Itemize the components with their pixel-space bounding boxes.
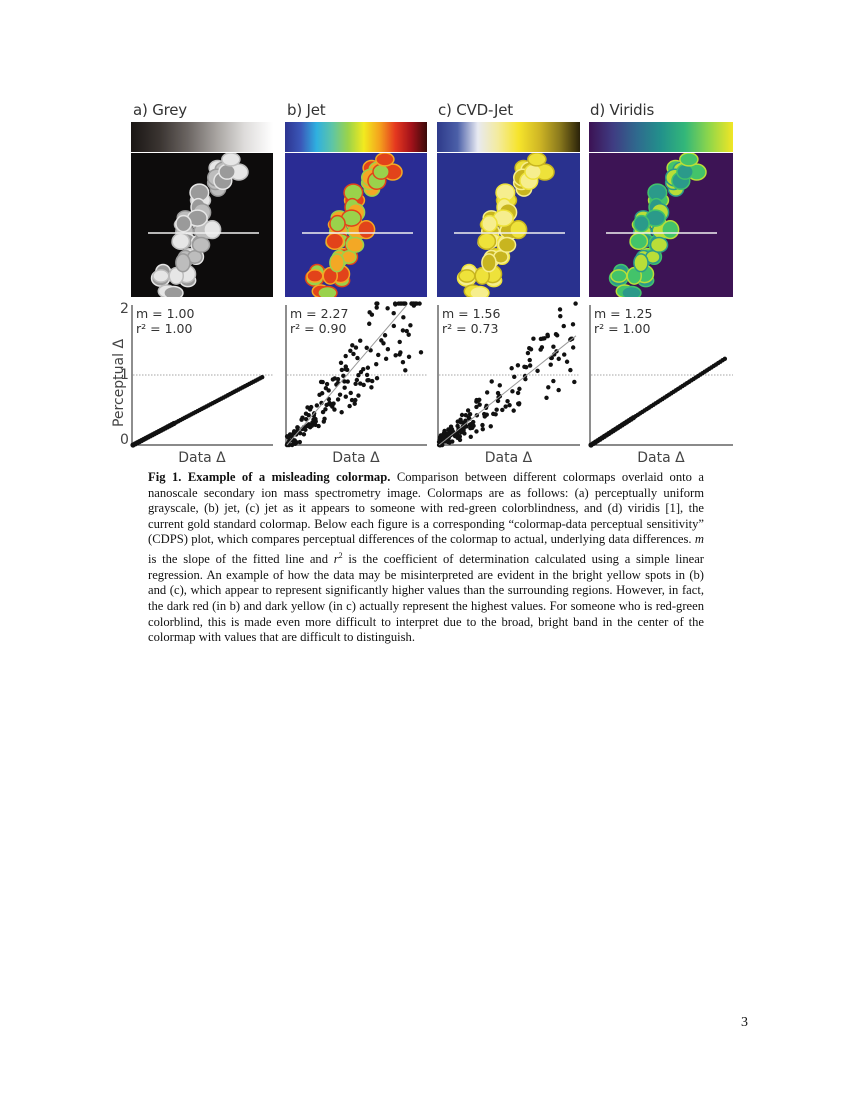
x-axis-label-cvd-jet: Data Δ — [484, 450, 533, 466]
cdps-plot-viridis: m = 1.25 r² = 1.00 — [588, 305, 733, 448]
r-superscript: 2 — [338, 550, 343, 560]
slope-symbol: m — [694, 532, 704, 547]
caption-text: is the coefficient of determination calc… — [148, 552, 705, 645]
cdps-plot-jet: m = 2.27 r² = 0.90 — [284, 301, 427, 448]
y-tick-0: 0 — [120, 432, 129, 448]
y-tick-2: 2 — [120, 301, 129, 317]
y-axis-label: Perceptual Δ — [111, 338, 127, 428]
slope-label: m = 1.00 — [136, 306, 195, 321]
slope-label: m = 2.27 — [290, 306, 349, 321]
r2-label: r² = 1.00 — [594, 321, 651, 336]
cdps-plot-cvd-jet: m = 1.56 r² = 0.73 — [436, 301, 580, 448]
sims-image-grey — [131, 153, 273, 297]
r2-label: r² = 0.73 — [442, 321, 499, 336]
r-symbol: r — [333, 552, 339, 567]
figure-1: a) Grey b) Jet c) CVD-Jet d) Viridis Per… — [100, 95, 752, 467]
panel-title-cvd-jet: c) CVD-Jet — [438, 101, 513, 119]
colorbar-jet — [285, 122, 427, 152]
colorbar-viridis — [589, 122, 733, 152]
panel-title-jet: b) Jet — [287, 101, 326, 119]
x-axis-label-viridis: Data Δ — [637, 450, 685, 466]
page-number: 3 — [741, 1015, 748, 1030]
slope-label: m = 1.25 — [594, 306, 653, 321]
sims-image-viridis — [589, 153, 733, 297]
sims-image-cvd-jet — [437, 153, 580, 297]
caption-text: Comparison between different colormaps o… — [148, 470, 704, 547]
caption-text: is the slope of the fitted line and — [148, 552, 334, 567]
x-axis-label-grey: Data Δ — [178, 450, 226, 466]
cdps-plot-grey: m = 1.00 r² = 1.00 — [130, 305, 273, 448]
colorbar-cvd-jet — [437, 122, 580, 152]
slope-label: m = 1.56 — [442, 306, 501, 321]
colorbar-grey — [131, 122, 273, 152]
r2-label: r² = 1.00 — [136, 321, 193, 336]
r2-label: r² = 0.90 — [290, 321, 347, 336]
sims-image-jet — [285, 153, 427, 297]
caption-label: Fig 1. Example of a misleading colormap. — [148, 470, 391, 484]
panel-title-viridis: d) Viridis — [590, 101, 655, 119]
figure-caption: Fig 1. Example of a misleading colormap.… — [148, 470, 704, 646]
panel-title-grey: a) Grey — [133, 101, 187, 119]
x-axis-label-jet: Data Δ — [332, 450, 380, 466]
y-tick-1: 1 — [120, 367, 129, 383]
